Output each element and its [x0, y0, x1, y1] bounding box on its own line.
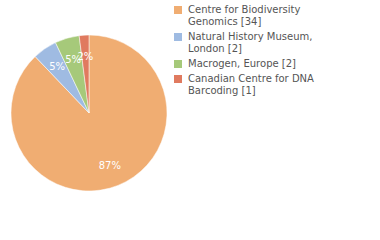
- html-text:Macrogen, Europe [2]: Macrogen, Europe [2]: [188, 58, 296, 69]
- svg-text:87%: 87%: [99, 160, 121, 171]
- html-text:Centre for Biodiversity Genomi: Centre for Biodiversity Genomics [34]: [188, 4, 301, 27]
- svg-text:2%: 2%: [78, 51, 94, 62]
- html-text:Natural History Museum, London: Natural History Museum, London [2]: [188, 31, 313, 54]
- svg-text:5%: 5%: [49, 61, 65, 72]
- svg-text:5%: 5%: [65, 53, 82, 65]
- html-text:Canadian Centre for DNA Barcod: Canadian Centre for DNA Barcoding [1]: [188, 73, 314, 96]
